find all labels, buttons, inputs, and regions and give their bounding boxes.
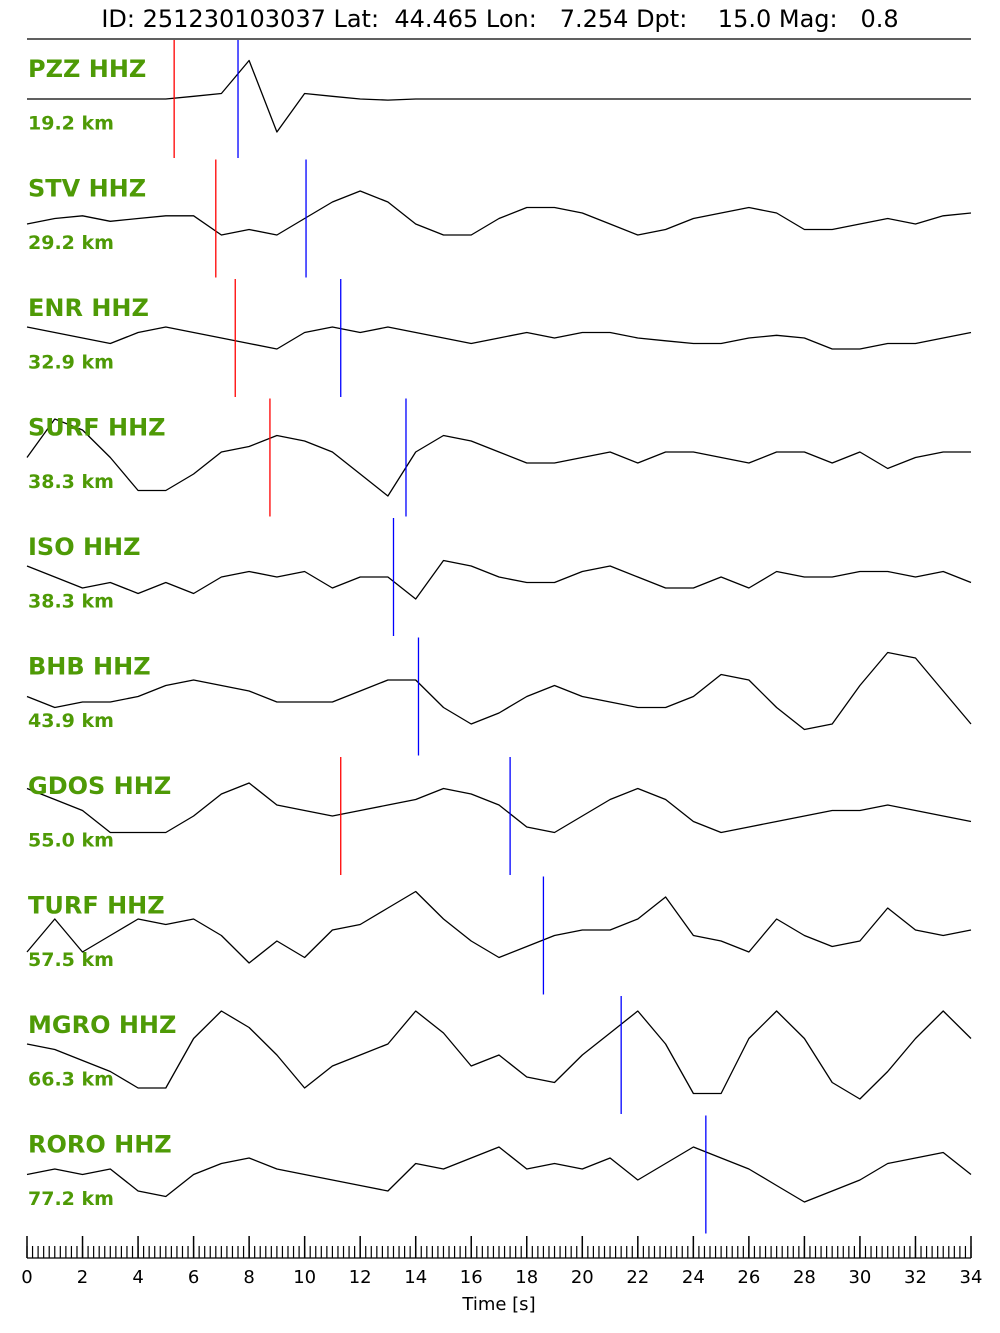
waveform <box>27 59 971 133</box>
x-tick-label: 26 <box>737 1267 760 1288</box>
distance-label: 43.9 km <box>28 710 114 732</box>
station-label: RORO HHZ <box>28 1131 172 1159</box>
waveform <box>26 190 972 236</box>
x-tick-label: 4 <box>132 1267 143 1288</box>
x-tick-label: 24 <box>682 1267 705 1288</box>
station-label: STV HHZ <box>28 175 146 203</box>
distance-label: 32.9 km <box>28 352 114 374</box>
station-label: ENR HHZ <box>28 294 149 322</box>
x-tick-label: 6 <box>188 1267 199 1288</box>
waveform <box>26 1010 972 1100</box>
x-tick-label: 30 <box>848 1267 871 1288</box>
distance-label: 38.3 km <box>28 471 114 493</box>
x-tick-label: 2 <box>77 1267 88 1288</box>
x-tick-label: 22 <box>626 1267 649 1288</box>
distance-label: 66.3 km <box>28 1069 114 1091</box>
waveform <box>26 782 972 834</box>
distance-label: 57.5 km <box>28 949 114 971</box>
x-tick-label: 34 <box>960 1267 983 1288</box>
waveform <box>26 1146 972 1203</box>
station-label: BHB HHZ <box>28 653 151 681</box>
x-tick-label: 28 <box>793 1267 816 1288</box>
waveform <box>26 651 972 731</box>
waveform <box>26 559 972 600</box>
station-label: GDOS HHZ <box>28 772 171 800</box>
chart-title: ID: 251230103037 Lat: 44.465 Lon: 7.254 … <box>101 5 898 33</box>
distance-label: 19.2 km <box>28 113 114 135</box>
x-tick-label: 32 <box>904 1267 927 1288</box>
station-label: SURF HHZ <box>28 414 166 442</box>
waveform <box>26 326 972 350</box>
distance-label: 29.2 km <box>28 232 114 254</box>
x-tick-label: 16 <box>460 1267 483 1288</box>
waveform <box>26 890 972 964</box>
station-label: ISO HHZ <box>28 533 141 561</box>
x-axis-label: Time [s] <box>461 1294 535 1315</box>
station-label: TURF HHZ <box>28 892 165 920</box>
waveform <box>26 418 971 497</box>
x-tick-label: 8 <box>243 1267 254 1288</box>
station-label: MGRO HHZ <box>28 1011 176 1039</box>
distance-label: 38.3 km <box>28 591 114 613</box>
distance-label: 77.2 km <box>28 1188 114 1210</box>
x-tick-label: 18 <box>515 1267 538 1288</box>
distance-label: 55.0 km <box>28 830 114 852</box>
x-tick-label: 14 <box>404 1267 427 1288</box>
x-tick-label: 12 <box>349 1267 372 1288</box>
station-label: PZZ HHZ <box>28 55 146 83</box>
x-tick-label: 20 <box>571 1267 594 1288</box>
x-tick-label: 10 <box>293 1267 316 1288</box>
x-tick-label: 0 <box>21 1267 32 1288</box>
